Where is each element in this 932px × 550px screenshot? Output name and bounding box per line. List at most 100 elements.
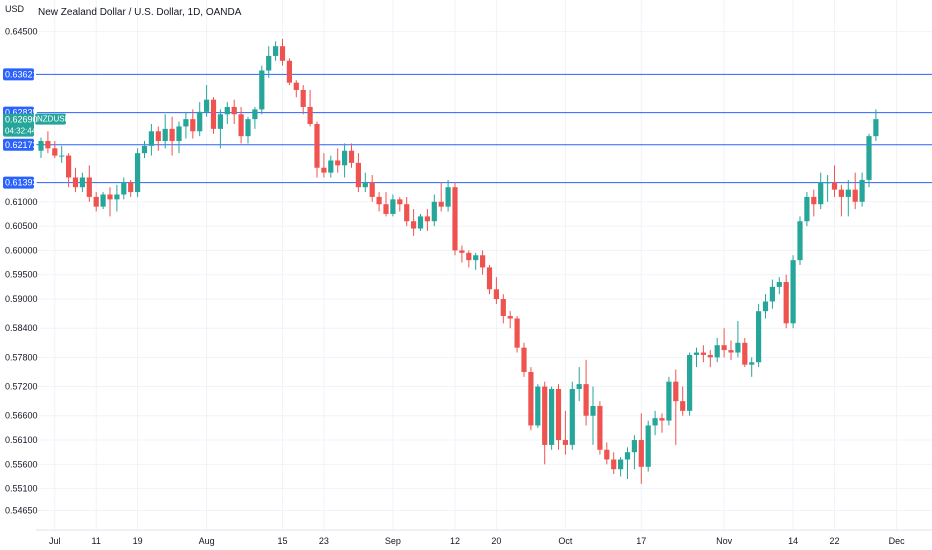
candle [279,38,286,66]
time-tick-label: 17 [636,536,646,546]
candle [348,143,355,168]
candle [459,245,465,263]
candle-body [100,194,106,207]
candle [135,148,141,197]
candle [383,192,389,217]
candle [59,145,65,163]
candle [797,216,803,265]
candle [873,109,879,142]
candle [307,89,313,127]
candle [362,172,368,193]
candle-body [514,318,520,348]
symbol-label: NZDUSD [37,115,71,124]
candle-body [473,255,479,261]
candle-body [673,381,679,402]
candle [597,401,603,455]
candle [811,189,817,217]
candle-body [542,386,548,445]
candle-body [618,459,624,470]
candle [176,121,182,154]
candle-body [693,352,700,355]
candle-body [790,260,796,324]
currency-label: USD [5,4,25,14]
candle [424,209,430,231]
price-tick-label: 0.57800 [5,352,38,362]
candle [411,209,417,236]
candle [224,102,230,124]
candle [645,420,651,472]
candle-body [162,128,168,142]
hline-price-label: 0.61393 [5,178,38,188]
hline-price-label: 0.62173 [5,140,38,150]
candle [514,316,520,353]
candle-body [466,252,472,261]
candle [141,141,148,159]
candle-body [348,150,355,163]
candle-body [645,425,651,467]
candle [452,182,458,256]
candle [569,381,575,450]
candle-body [155,131,161,142]
candle-body [273,46,279,56]
candle-body [383,204,389,214]
price-tick-label: 0.58400 [5,323,38,333]
candle [162,114,168,149]
candle-body [590,406,596,416]
candle-body [321,167,327,173]
candle-body [769,286,775,302]
candle [169,116,175,156]
candle-body [624,452,631,460]
price-tick-label: 0.55100 [5,484,38,494]
candle [652,410,658,436]
candle-body [700,352,706,355]
candle [790,255,796,329]
candle [756,303,762,368]
countdown-label: 04:32:44 [5,127,37,136]
candle-body [107,194,113,200]
candle [624,447,631,479]
candle-body [535,386,541,426]
time-tick-label: Dec [889,536,906,546]
candle [321,153,327,178]
hline-price-label: 0.63621 [5,69,38,79]
candle [638,413,644,484]
candle-body [411,221,417,229]
candle-body [86,177,92,197]
candle-body [521,347,527,372]
candle [266,46,272,78]
candle [700,345,706,363]
candle-body [749,362,755,365]
horizontal-lines [36,73,932,184]
candle [728,340,734,360]
candle [555,384,562,450]
candle [866,133,872,188]
candle [707,350,713,368]
candle [335,148,341,173]
candle [128,179,134,197]
candle [845,179,851,217]
candle [680,386,686,416]
candle [735,320,741,358]
time-tick-label: Aug [199,536,215,546]
time-tick-label: 15 [277,536,287,546]
candle [376,192,382,212]
candle-body [804,196,810,222]
candle [100,192,106,210]
candle-body [555,388,562,441]
candle-body [417,216,424,229]
candle-body [597,406,603,450]
candle-body [335,160,341,166]
time-tick-label: Jul [49,536,61,546]
candle [818,172,824,210]
candle-body [135,153,141,193]
price-axis[interactable]: 0.64500 0.61000 0.60500 0.60000 0.59500 0.590… [0,0,71,530]
candle-body [852,189,858,202]
time-axis[interactable]: Jul 11 19 Aug 15 23 Sep 12 20 Oct 17 Nov 14 22 Dec [36,529,932,546]
time-tick-label: Sep [385,536,401,546]
candles [38,38,879,484]
candle [673,369,679,445]
candle [838,184,844,217]
candle [583,359,589,426]
candle-body [562,440,568,445]
